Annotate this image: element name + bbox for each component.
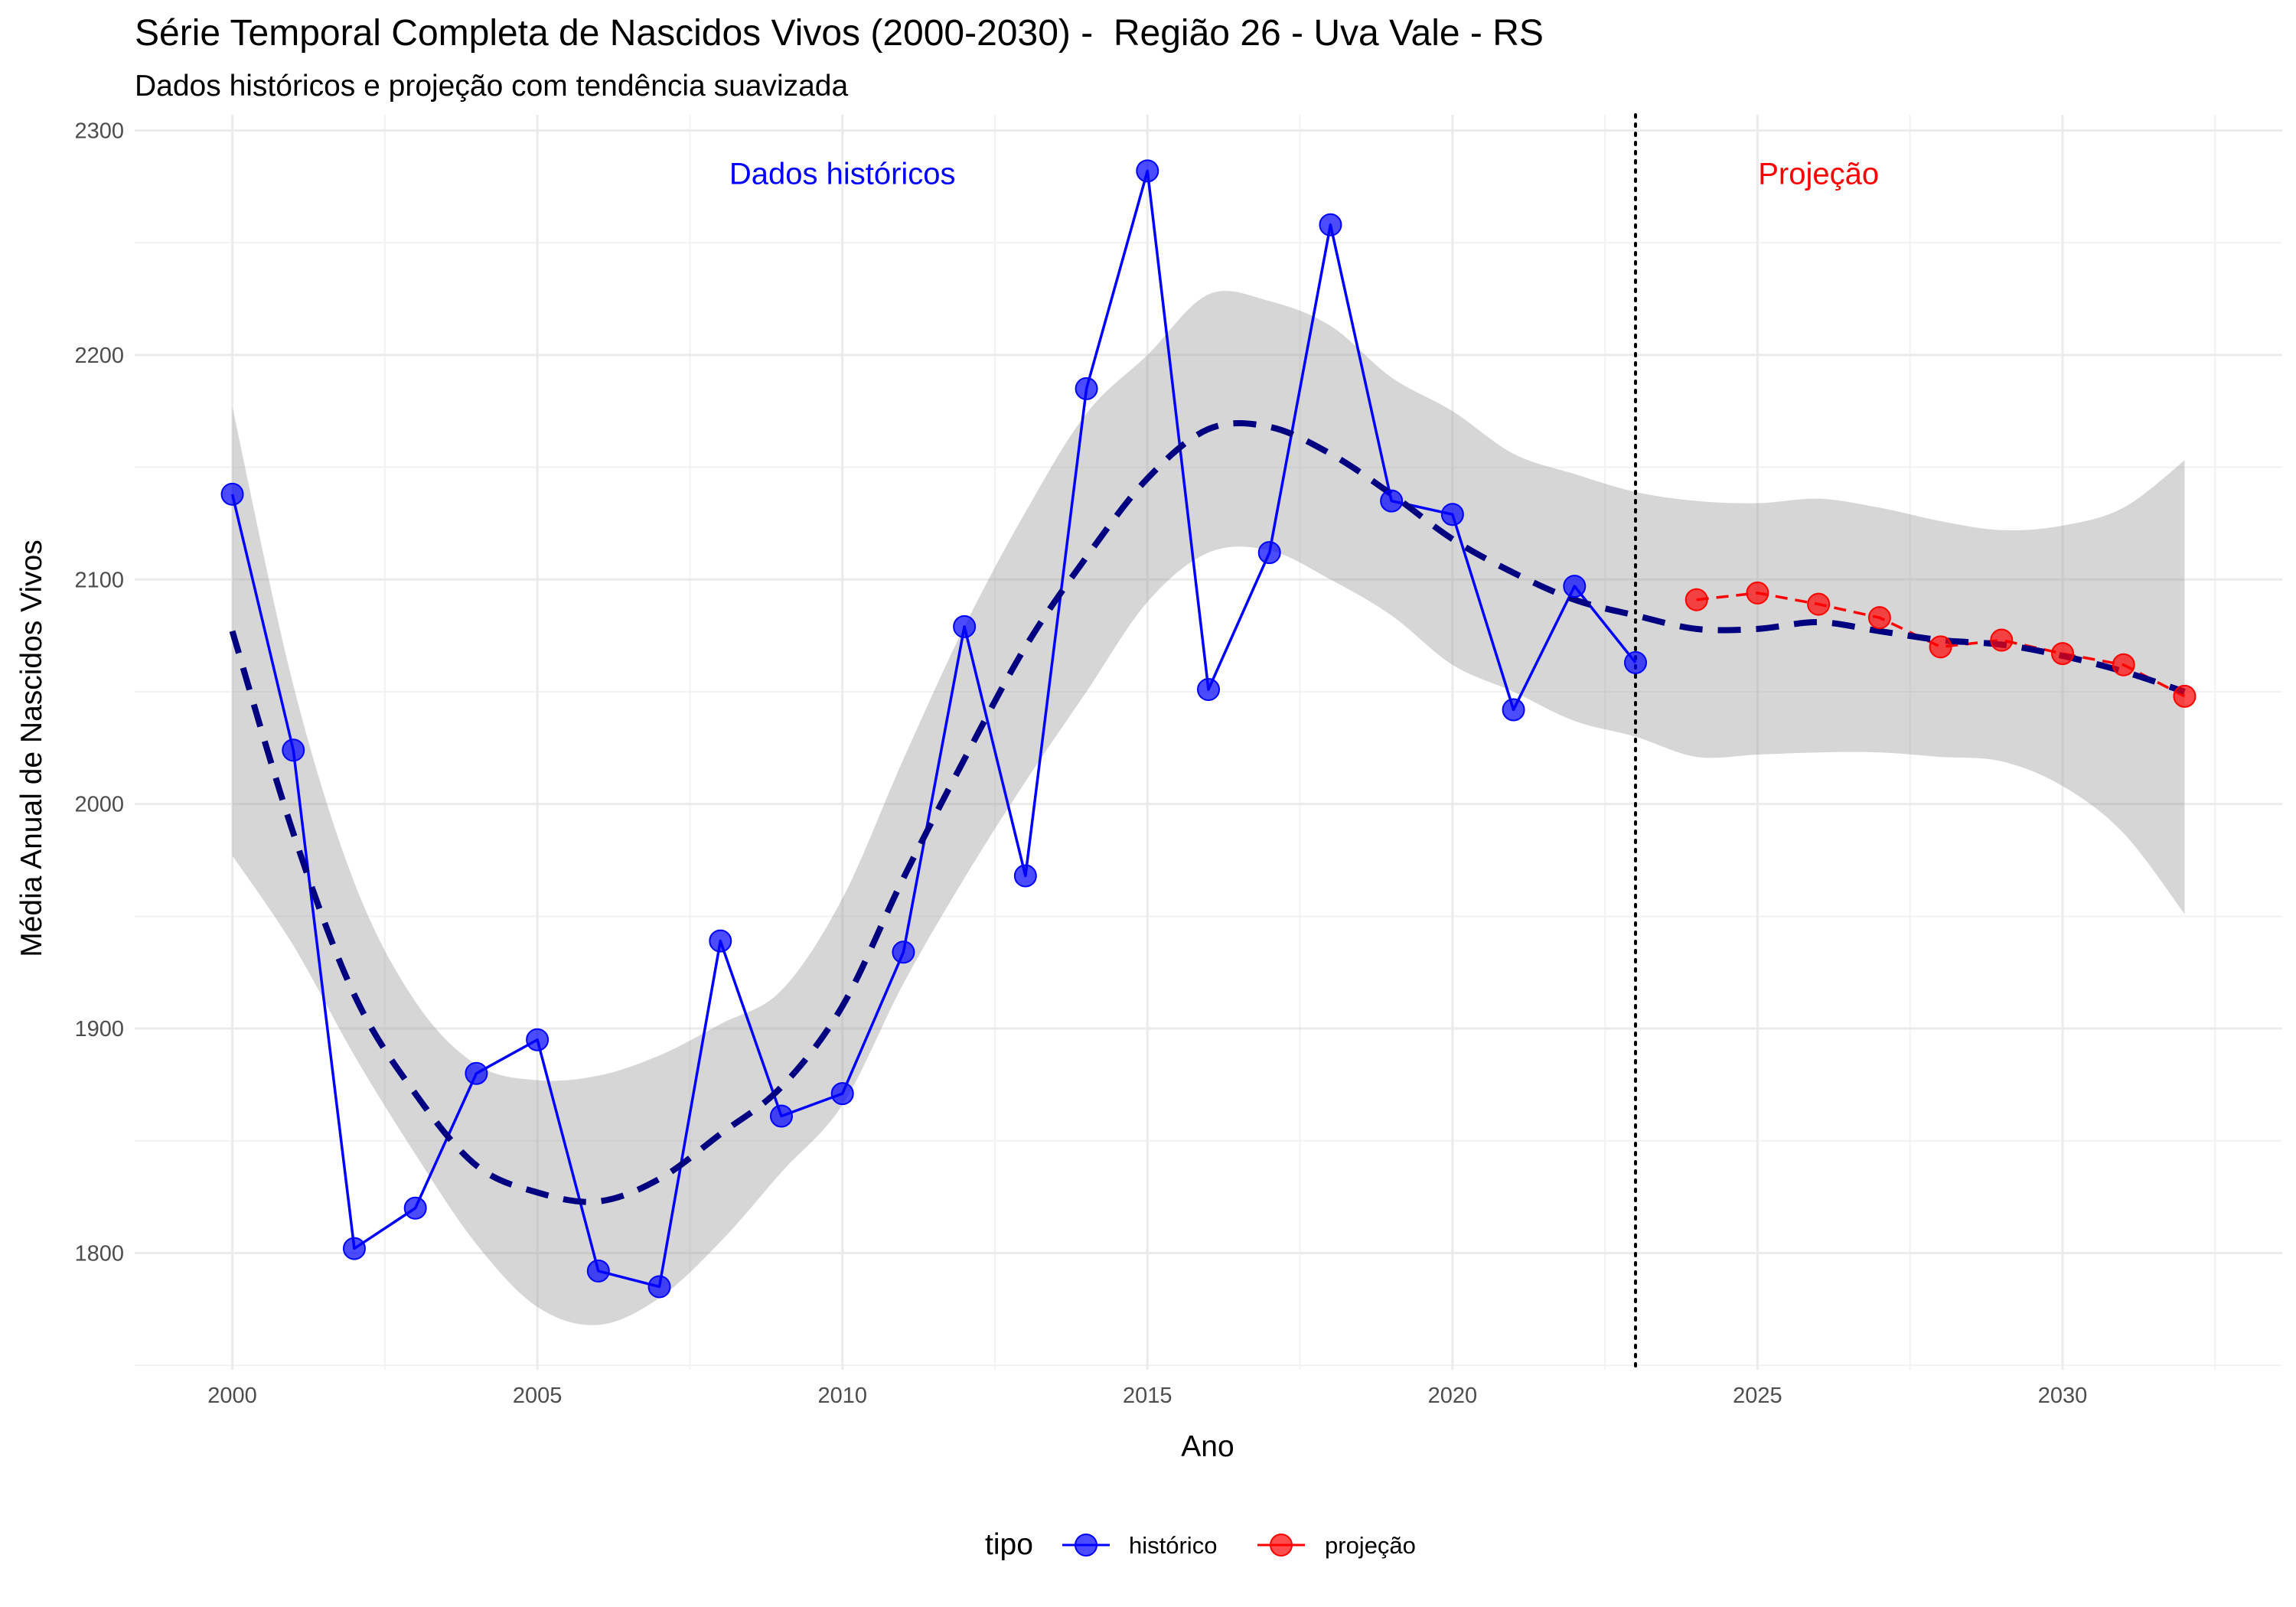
y-tick-label: 2100: [74, 568, 124, 592]
legend-key-marker-projecao: [1270, 1534, 1293, 1556]
legend-label-projecao: projeção: [1325, 1532, 1416, 1559]
data-point-projecao: [1990, 628, 2014, 652]
data-point-historico: [647, 1275, 671, 1299]
data-point-historico: [892, 940, 915, 964]
chart-title: Série Temporal Completa de Nascidos Vivo…: [135, 13, 1544, 54]
chart-subtitle: Dados históricos e projeção com tendênci…: [135, 70, 849, 103]
x-tick-label: 2025: [1733, 1384, 1782, 1408]
legend-item-historico: histórico: [1062, 1532, 1217, 1559]
annotation-label: Dados históricos: [729, 157, 956, 191]
annotation-label: Projeção: [1758, 157, 1879, 191]
x-tick-label: 2005: [513, 1384, 563, 1408]
data-point-projecao: [1929, 635, 1952, 659]
y-tick-label: 1900: [74, 1017, 124, 1041]
data-point-historico: [709, 929, 732, 953]
confidence-ribbon-layer: [232, 291, 2185, 1325]
legend: tipo histórico projeção: [985, 1528, 1416, 1561]
data-point-historico: [465, 1061, 488, 1085]
x-tick-label: 2015: [1123, 1384, 1172, 1408]
data-point-historico: [953, 614, 977, 638]
legend-label-historico: histórico: [1129, 1532, 1217, 1559]
data-point-projecao: [1684, 588, 1708, 611]
data-point-projecao: [1746, 581, 1769, 605]
y-tick-label: 2300: [74, 119, 124, 144]
data-point-historico: [1075, 376, 1098, 400]
series-line-projecao: [1696, 592, 2186, 698]
data-point-historico: [586, 1259, 610, 1283]
data-point-historico: [342, 1237, 366, 1260]
legend-key-marker-historico: [1075, 1534, 1097, 1556]
data-point-historico: [830, 1082, 854, 1106]
data-point-historico: [1136, 159, 1159, 183]
data-point-historico: [1624, 650, 1648, 674]
confidence-ribbon: [232, 291, 2185, 1325]
series-layer: [220, 159, 2197, 1299]
data-point-projecao: [1807, 592, 1831, 616]
grid: [135, 115, 2282, 1370]
data-point-historico: [220, 482, 244, 506]
data-point-projecao: [2173, 684, 2197, 708]
data-point-historico: [1502, 698, 1525, 722]
y-tick-label: 2000: [74, 793, 124, 817]
y-axis-title: Média Anual de Nascidos Vivos: [15, 539, 48, 957]
y-tick-label: 2200: [74, 344, 124, 368]
data-point-historico: [403, 1196, 427, 1220]
x-axis-title: Ano: [1181, 1430, 1234, 1463]
data-point-historico: [282, 738, 305, 762]
x-tick-label: 2010: [817, 1384, 867, 1408]
data-point-historico: [1257, 541, 1281, 565]
data-point-historico: [1440, 503, 1464, 526]
data-point-historico: [1013, 864, 1037, 888]
data-point-historico: [1197, 678, 1220, 702]
annotation-layer: Dados históricos Projeção: [729, 157, 1879, 191]
data-point-historico: [526, 1028, 550, 1051]
y-tick-label: 1800: [74, 1241, 124, 1266]
legend-item-projecao: projeção: [1257, 1532, 1416, 1559]
trend-line: [229, 420, 2186, 1205]
data-point-projecao: [2051, 642, 2075, 666]
data-point-projecao: [2112, 653, 2135, 676]
data-point-historico: [1563, 575, 1587, 598]
data-point-historico: [1380, 489, 1404, 513]
data-point-historico: [769, 1104, 793, 1128]
x-tick-label: 2030: [2038, 1384, 2088, 1408]
x-tick-label: 2020: [1428, 1384, 1478, 1408]
data-point-historico: [1319, 213, 1342, 236]
x-tick-label: 2000: [207, 1384, 257, 1408]
data-point-projecao: [1867, 606, 1891, 630]
tick-label-layer: 2000 2005 2010 2015 2020 2025 2030 1800 1900 2000…: [74, 119, 2087, 1408]
legend-title: tipo: [985, 1528, 1033, 1561]
